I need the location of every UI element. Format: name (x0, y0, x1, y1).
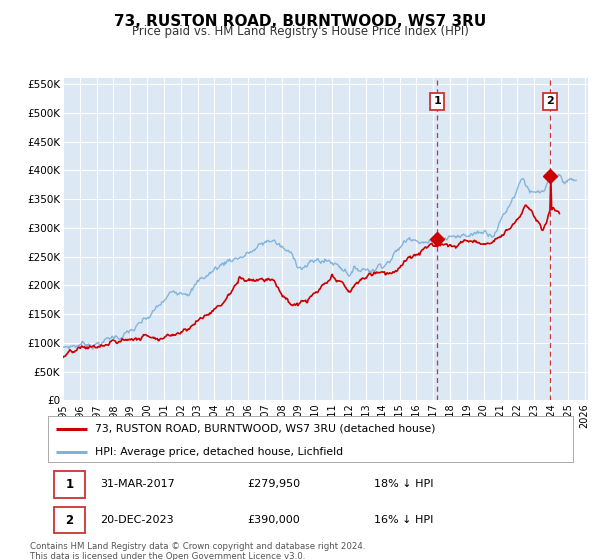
Text: £390,000: £390,000 (248, 515, 300, 525)
Text: £279,950: £279,950 (248, 479, 301, 489)
Text: 2: 2 (65, 514, 74, 527)
Text: 16% ↓ HPI: 16% ↓ HPI (373, 515, 433, 525)
FancyBboxPatch shape (54, 471, 85, 498)
Text: Contains HM Land Registry data © Crown copyright and database right 2024.
This d: Contains HM Land Registry data © Crown c… (30, 542, 365, 560)
Text: 73, RUSTON ROAD, BURNTWOOD, WS7 3RU (detached house): 73, RUSTON ROAD, BURNTWOOD, WS7 3RU (det… (95, 424, 436, 434)
Text: HPI: Average price, detached house, Lichfield: HPI: Average price, detached house, Lich… (95, 447, 343, 457)
FancyBboxPatch shape (54, 507, 85, 534)
Text: 1: 1 (65, 478, 74, 491)
Text: 18% ↓ HPI: 18% ↓ HPI (373, 479, 433, 489)
Text: 31-MAR-2017: 31-MAR-2017 (101, 479, 175, 489)
Text: Price paid vs. HM Land Registry's House Price Index (HPI): Price paid vs. HM Land Registry's House … (131, 25, 469, 38)
Text: 20-DEC-2023: 20-DEC-2023 (101, 515, 174, 525)
Text: 2: 2 (547, 96, 554, 106)
Text: 73, RUSTON ROAD, BURNTWOOD, WS7 3RU: 73, RUSTON ROAD, BURNTWOOD, WS7 3RU (114, 14, 486, 29)
Text: 1: 1 (434, 96, 441, 106)
